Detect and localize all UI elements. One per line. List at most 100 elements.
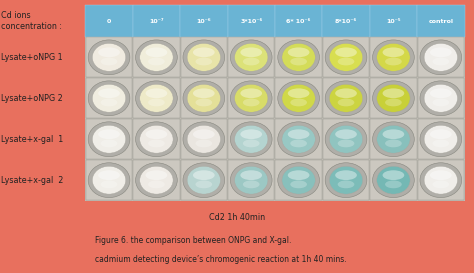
Bar [370,37,417,77]
Ellipse shape [288,48,310,57]
Bar [370,160,417,200]
Ellipse shape [195,180,212,188]
Bar [275,78,322,118]
Ellipse shape [278,81,319,116]
Ellipse shape [92,84,126,112]
Bar [85,5,133,37]
Bar [275,119,322,159]
Ellipse shape [88,163,130,198]
Ellipse shape [290,58,307,66]
Ellipse shape [329,125,363,153]
Ellipse shape [88,122,130,157]
Ellipse shape [92,166,126,194]
Bar [86,37,132,77]
Text: 10⁻⁵: 10⁻⁵ [386,19,401,24]
Ellipse shape [140,125,173,153]
Ellipse shape [373,163,414,198]
Ellipse shape [424,166,457,194]
Ellipse shape [337,58,355,66]
Ellipse shape [430,129,452,139]
Bar [133,5,180,37]
Ellipse shape [325,163,367,198]
Bar [275,5,322,37]
Bar [133,78,180,118]
Ellipse shape [430,48,452,57]
Ellipse shape [100,99,118,106]
Text: 0: 0 [107,19,111,24]
Ellipse shape [235,84,268,112]
Ellipse shape [424,84,457,112]
Bar [275,160,322,200]
Bar [418,160,464,200]
Ellipse shape [146,170,167,180]
Ellipse shape [100,58,118,66]
Bar [133,119,180,159]
Ellipse shape [187,43,220,71]
Bar [323,119,369,159]
Ellipse shape [377,84,410,112]
Bar [86,160,132,200]
Ellipse shape [278,163,319,198]
Ellipse shape [240,88,262,98]
Ellipse shape [243,58,260,66]
Bar [322,5,370,37]
Bar [133,160,180,200]
Ellipse shape [193,129,215,139]
Bar [275,37,322,77]
Ellipse shape [193,88,215,98]
Ellipse shape [148,99,165,106]
Ellipse shape [288,129,310,139]
Bar [133,37,180,77]
Ellipse shape [230,81,272,116]
Ellipse shape [148,140,165,147]
Ellipse shape [377,43,410,71]
Bar [323,37,369,77]
Ellipse shape [432,99,449,106]
Ellipse shape [290,140,307,147]
Text: cadmium detecting device’s chromogenic reaction at 1h 40 mins.: cadmium detecting device’s chromogenic r… [95,255,346,264]
Ellipse shape [243,180,260,188]
Ellipse shape [193,170,215,180]
Ellipse shape [100,180,118,188]
Ellipse shape [383,48,404,57]
Ellipse shape [140,43,173,71]
Ellipse shape [195,140,212,147]
Bar [181,78,227,118]
Text: Cd2 1h 40min: Cd2 1h 40min [209,213,265,221]
Bar [85,5,465,201]
Text: 10⁻⁷: 10⁻⁷ [149,19,164,24]
Ellipse shape [140,84,173,112]
Ellipse shape [290,180,307,188]
Ellipse shape [432,180,449,188]
Ellipse shape [187,125,220,153]
Ellipse shape [282,43,315,71]
Ellipse shape [183,40,225,75]
Ellipse shape [195,58,212,66]
Ellipse shape [148,58,165,66]
Ellipse shape [325,122,367,157]
Ellipse shape [373,40,414,75]
Text: Lysate+x-gal  2: Lysate+x-gal 2 [1,176,64,185]
Ellipse shape [430,88,452,98]
Text: Lysate+oNPG 2: Lysate+oNPG 2 [1,94,63,103]
Ellipse shape [136,163,177,198]
Ellipse shape [195,99,212,106]
Ellipse shape [98,48,120,57]
Ellipse shape [383,170,404,180]
Ellipse shape [420,163,462,198]
Ellipse shape [325,40,367,75]
Ellipse shape [230,163,272,198]
Ellipse shape [193,48,215,57]
Ellipse shape [290,99,307,106]
Text: 6* 10⁻⁶: 6* 10⁻⁶ [286,19,311,24]
Ellipse shape [187,166,220,194]
Ellipse shape [183,122,225,157]
Ellipse shape [383,129,404,139]
Ellipse shape [424,125,457,153]
Bar [228,160,274,200]
Ellipse shape [335,88,357,98]
Ellipse shape [278,122,319,157]
Ellipse shape [88,81,130,116]
Bar [86,78,132,118]
Ellipse shape [146,88,167,98]
